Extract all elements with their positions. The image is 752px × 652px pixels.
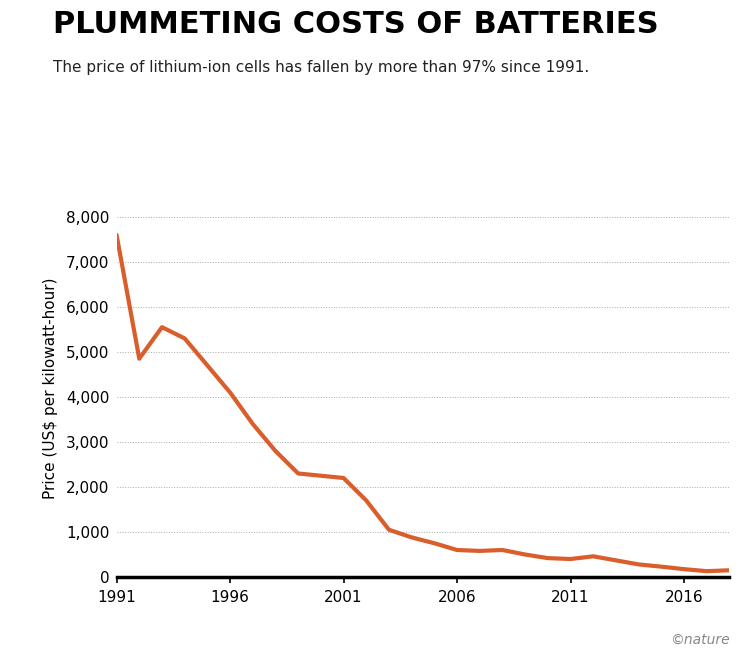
Text: PLUMMETING COSTS OF BATTERIES: PLUMMETING COSTS OF BATTERIES [53, 10, 658, 38]
Text: ©nature: ©nature [670, 633, 729, 647]
Text: The price of lithium-ion cells has fallen by more than 97% since 1991.: The price of lithium-ion cells has falle… [53, 60, 589, 75]
Y-axis label: Price (US$ per kilowatt-hour): Price (US$ per kilowatt-hour) [43, 277, 58, 499]
